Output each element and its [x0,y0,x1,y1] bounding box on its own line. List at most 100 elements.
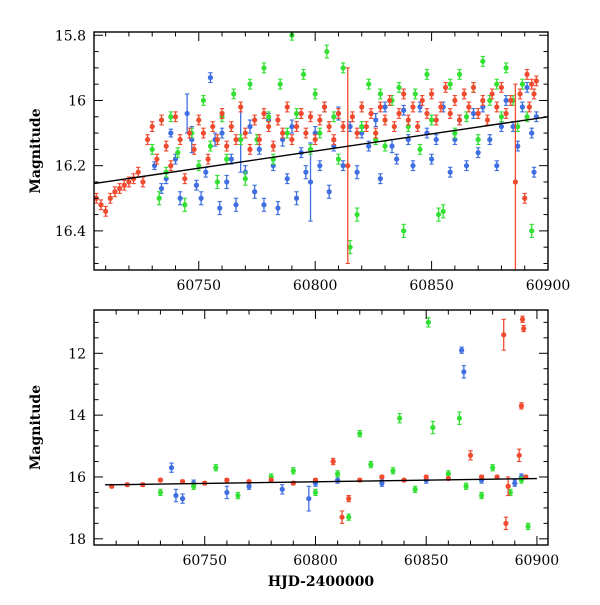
data-point [456,415,463,421]
data-point [433,136,439,143]
data-point [463,163,470,169]
data-point [445,471,451,477]
top-panel-green-series [149,32,535,255]
data-point [340,65,346,71]
data-point [182,202,188,208]
data-point [126,179,132,185]
data-point [156,195,162,201]
data-point [233,202,239,208]
data-point [466,104,472,110]
data-point [410,104,416,110]
data-point [412,486,418,492]
data-point [459,347,465,353]
data-point [354,130,360,136]
data-point [324,48,330,55]
data-point [214,179,220,185]
data-point [401,228,407,234]
data-point [252,189,258,195]
data-point [98,202,104,208]
data-point [154,156,160,162]
data-point [521,325,527,332]
data-point [168,114,174,120]
data-point [317,163,323,169]
data-point [405,117,411,123]
data-point [321,104,328,110]
x-tick-label: 60900 [526,278,571,294]
data-point [175,150,181,156]
data-point [349,114,356,120]
data-point [467,452,474,458]
data-point [440,208,446,214]
data-point [246,483,252,489]
data-point [484,117,491,123]
data-point [303,130,309,136]
data-point [428,91,435,97]
data-point [117,185,123,192]
data-point [346,514,352,520]
data-point [525,523,531,530]
data-point [524,71,530,77]
data-point [424,71,430,77]
data-point [224,179,230,185]
data-point [289,123,295,130]
data-point [317,117,323,123]
data-point [335,110,342,117]
data-point [415,123,421,130]
data-point [224,489,230,496]
trend-line [105,477,537,486]
data-point [275,117,281,123]
data-point [233,136,239,143]
data-point [377,176,383,182]
data-point [293,123,300,130]
data-point [397,415,403,421]
data-point [345,163,351,169]
data-point [326,189,332,195]
data-point [293,195,300,201]
data-point [382,143,388,149]
data-point [430,424,436,431]
data-point [423,474,429,480]
data-point [266,123,272,130]
data-point [256,136,262,143]
data-point [424,110,430,117]
data-point [331,114,337,120]
data-point [447,169,453,175]
data-point [382,104,388,110]
data-point [503,97,509,104]
data-point [191,483,197,489]
data-point [435,211,442,218]
data-point [461,369,467,375]
data-point [335,471,341,477]
data-point [519,104,525,110]
data-point [519,316,526,322]
top-panel-red-series [94,67,539,270]
data-point [452,130,458,136]
data-point [298,110,304,117]
y-tick-label: 18 [68,532,86,548]
data-point [279,130,286,136]
data-point [196,163,202,169]
data-point [228,123,234,130]
data-point [261,65,267,71]
data-point [340,163,346,169]
data-point [512,480,518,486]
data-point [198,195,204,201]
data-point [339,514,345,520]
x-tick-label: 60750 [182,553,227,569]
data-point [417,146,423,152]
data-point [303,169,309,175]
data-point [494,81,500,87]
bottom-panel-frame [93,309,549,546]
data-point [494,474,500,480]
data-point [475,150,481,156]
data-point [140,179,146,185]
top-panel-plot-area [94,32,548,270]
bottom-panel-x-axis-title: HJD-2400000 [268,574,375,590]
data-point [268,477,274,483]
top-panel-blue-series [151,72,539,222]
data-point [219,130,225,136]
data-point [312,489,319,496]
data-point [373,130,379,136]
data-point [478,492,485,499]
